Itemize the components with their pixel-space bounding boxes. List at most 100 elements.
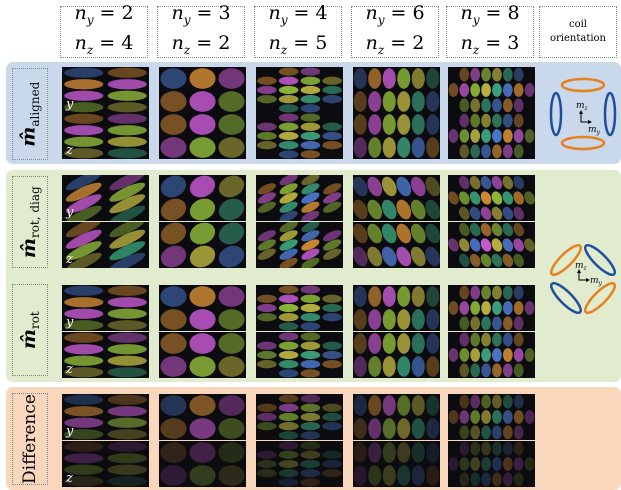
- mode-lobe: [64, 148, 104, 159]
- mode-image-rot-y-2: [159, 285, 246, 331]
- mode-lobe: [502, 113, 513, 128]
- mode-lobe: [160, 395, 187, 416]
- m-hat-symbol: m̂: [17, 126, 40, 147]
- mode-image-aligned-z-3: [256, 113, 343, 159]
- mode-lobe: [381, 246, 397, 267]
- mode-lobe: [257, 248, 276, 260]
- mode-pattern: [160, 395, 245, 439]
- mode-lobe: [322, 303, 342, 313]
- mode-image-aligned-y-4: [353, 67, 440, 113]
- mode-lobe: [218, 222, 245, 245]
- mode-image-rot-z-4: [353, 332, 440, 378]
- mode-lobe: [64, 344, 104, 355]
- mode-lobe: [459, 457, 470, 471]
- mode-image-rotdiag-y-1: y: [62, 175, 149, 221]
- mode-lobe: [481, 285, 491, 300]
- mode-lobe: [64, 476, 104, 487]
- mode-lobe: [322, 131, 342, 141]
- mode-lobe: [279, 192, 298, 204]
- mode-pattern: [65, 175, 146, 221]
- mode-lobe: [459, 238, 470, 252]
- mode-lobe: [513, 253, 524, 267]
- mode-lobe: [480, 238, 492, 252]
- mode-lobe: [481, 332, 491, 347]
- mode-lobe: [109, 175, 146, 191]
- mode-lobe: [64, 453, 104, 464]
- mode-lobe: [470, 316, 481, 331]
- mode-lobe: [396, 199, 412, 220]
- mode-lobe: [502, 67, 513, 82]
- mode-lobe: [368, 465, 382, 486]
- mode-lobe: [502, 410, 513, 424]
- mode-lobe: [502, 238, 514, 252]
- mode-lobe: [107, 464, 147, 475]
- mode-lobe: [322, 469, 342, 478]
- mode-lobe: [502, 457, 513, 471]
- mode-lobe: [368, 114, 382, 135]
- mode-lobe: [459, 113, 470, 128]
- mode-lobe: [64, 417, 104, 428]
- mode-lobe: [481, 394, 491, 409]
- mode-lobe: [368, 68, 382, 89]
- mode-lobe: [160, 114, 187, 135]
- mode-pattern: [448, 223, 535, 267]
- mode-image-difference-y-1: y: [62, 394, 149, 440]
- mode-lobe: [459, 332, 470, 347]
- mode-lobe: [470, 129, 481, 143]
- mode-lobe: [300, 341, 321, 350]
- mode-lobe: [502, 332, 513, 347]
- mode-lobe: [459, 472, 470, 487]
- mode-lobe: [513, 363, 524, 378]
- mode-lobe: [109, 229, 146, 249]
- mode-lobe: [300, 113, 321, 122]
- mode-lobe: [492, 363, 502, 378]
- mode-lobe: [353, 246, 368, 267]
- coil-upper-right: [583, 243, 617, 277]
- mode-lobe: [278, 303, 299, 313]
- mode-lobe: [470, 67, 481, 82]
- mode-lobe: [459, 285, 470, 300]
- mode-lobe: [397, 418, 411, 439]
- mode-lobe: [107, 148, 147, 159]
- mode-lobe: [480, 253, 492, 267]
- mode-lobe: [301, 248, 320, 260]
- mode-lobe: [480, 176, 492, 190]
- mode-lobe: [396, 246, 412, 267]
- mode-lobe: [426, 442, 440, 463]
- mode-pattern: [353, 223, 440, 267]
- mode-lobe: [502, 191, 514, 205]
- mode-lobe: [502, 394, 513, 409]
- mode-lobe: [300, 95, 321, 104]
- mode-lobe: [64, 464, 104, 475]
- mode-lobe: [459, 301, 470, 315]
- mode-lobe: [459, 253, 470, 267]
- mode-lobe: [218, 333, 245, 354]
- mode-lobe: [109, 205, 146, 221]
- mode-lobe: [218, 68, 245, 89]
- mode-lobe: [300, 141, 321, 150]
- mode-lobe: [502, 176, 514, 190]
- mode-lobe: [279, 248, 298, 260]
- mode-lobe: [257, 239, 276, 251]
- mode-lobe: [426, 286, 440, 307]
- mode-pattern: [64, 67, 147, 113]
- mode-lobe: [396, 176, 412, 197]
- mode-lobe: [300, 303, 321, 313]
- mode-lobe: [65, 194, 102, 214]
- mode-lobe: [160, 465, 187, 486]
- mode-lobe: [64, 90, 104, 101]
- mode-lobe: [107, 67, 147, 78]
- component-label-z: z: [66, 362, 73, 377]
- mode-lobe: [492, 441, 502, 456]
- mode-lobe: [279, 239, 298, 251]
- component-label-y: y: [66, 97, 74, 112]
- mode-lobe: [480, 206, 492, 220]
- mode-lobe: [513, 457, 524, 471]
- mode-lobe: [513, 316, 524, 331]
- mode-lobe: [524, 410, 535, 424]
- mode-lobe: [368, 286, 382, 307]
- mode-lobe: [322, 422, 342, 431]
- mode-lobe: [502, 472, 513, 487]
- mode-pattern: [257, 113, 342, 159]
- mode-lobe: [481, 425, 491, 440]
